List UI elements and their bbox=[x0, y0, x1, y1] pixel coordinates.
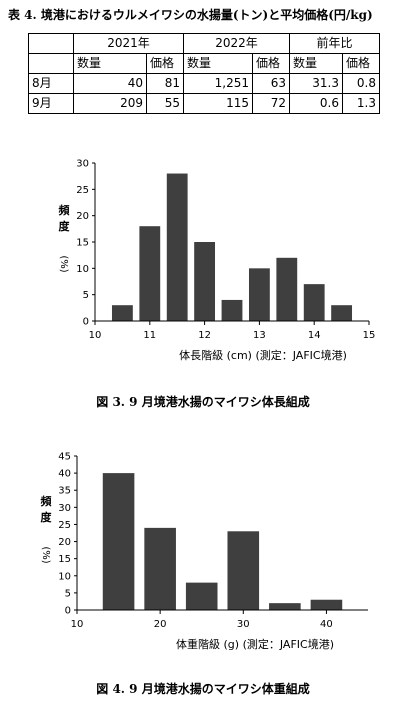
table-title: 表 4. 境港におけるウルメイワシの水揚量(トン)と平均価格(円/kg) bbox=[8, 8, 373, 22]
sub-header-price-2022: 価格 bbox=[252, 53, 290, 74]
x-tick-label: 10 bbox=[89, 330, 102, 341]
bar bbox=[227, 531, 260, 610]
table-sub-corner-cell bbox=[28, 53, 74, 74]
x-tick-label: 30 bbox=[237, 619, 250, 630]
bar bbox=[144, 527, 176, 610]
row-label: 8月 bbox=[28, 73, 74, 94]
sub-header-price-ratio: 価格 bbox=[342, 53, 380, 74]
table-cell: 1.3 bbox=[342, 93, 380, 114]
bar bbox=[221, 299, 243, 321]
y-axis-unit: (%) bbox=[40, 546, 51, 563]
bar bbox=[303, 284, 325, 321]
y-tick-label: 25 bbox=[58, 520, 71, 531]
y-tick-label: 30 bbox=[76, 159, 89, 170]
y-tick-label: 0 bbox=[65, 606, 71, 617]
table-cell: 72 bbox=[252, 93, 290, 114]
y-tick-label: 5 bbox=[83, 290, 89, 301]
bar bbox=[185, 582, 218, 610]
y-tick-label: 0 bbox=[83, 317, 89, 328]
table-cell: 31.3 bbox=[289, 73, 343, 94]
bar bbox=[102, 473, 135, 610]
x-tick-label: 14 bbox=[308, 330, 321, 341]
bar bbox=[111, 305, 133, 321]
length-histogram-chart: 0 5 10 15 20 25 30 10 11 12 13 14 15 頻度 (%) 体長階級 (cm) (… bbox=[58, 159, 376, 363]
y-tick-label: 20 bbox=[58, 537, 71, 548]
x-tick-label: 12 bbox=[198, 330, 211, 341]
table-cell: 115 bbox=[183, 93, 253, 114]
table-cell: 0.6 bbox=[289, 93, 343, 114]
group-header-2022: 2022年 bbox=[183, 33, 290, 54]
table-row: 9月 209 55 115 72 0.6 1.3 bbox=[28, 93, 380, 114]
group-header-2021: 2021年 bbox=[73, 33, 184, 54]
sub-header-qty-ratio: 数量 bbox=[289, 53, 343, 74]
x-tick-label: 15 bbox=[363, 330, 376, 341]
group-header-ratio: 前年比 bbox=[289, 33, 380, 54]
x-axis-label: 体重階級 (g) (測定：JAFIC境港) bbox=[176, 637, 334, 651]
table-sub-header-row: 数量 価格 数量 価格 数量 価格 bbox=[28, 53, 380, 74]
weight-histogram-chart: 0 5 10 15 20 25 30 35 40 45 10 20 30 40 頻度 (%) 体重階級 (g) … bbox=[40, 452, 368, 651]
catch-price-table: 2021年 2022年 前年比 数量 価格 数量 価格 数量 価格 8月 40 … bbox=[28, 33, 380, 114]
y-axis-unit: (%) bbox=[58, 255, 69, 272]
table-group-header-row: 2021年 2022年 前年比 bbox=[28, 33, 380, 54]
x-axis-label: 体長階級 (cm) (測定：JAFIC境港) bbox=[179, 348, 347, 362]
x-tick-label: 11 bbox=[143, 330, 156, 341]
row-label: 9月 bbox=[28, 93, 74, 114]
x-tick-label: 13 bbox=[253, 330, 266, 341]
x-tick-label: 10 bbox=[71, 619, 84, 630]
y-tick-label: 15 bbox=[58, 554, 71, 565]
table-cell: 63 bbox=[252, 73, 290, 94]
y-tick-label: 20 bbox=[76, 211, 89, 222]
bar bbox=[276, 257, 298, 321]
bar bbox=[331, 305, 353, 321]
table-cell: 81 bbox=[146, 73, 184, 94]
y-tick-label: 40 bbox=[58, 469, 71, 480]
bar bbox=[310, 599, 343, 610]
y-tick-label: 10 bbox=[76, 264, 89, 275]
bar bbox=[194, 242, 216, 321]
table-cell: 1,251 bbox=[183, 73, 253, 94]
y-axis-label: 度 bbox=[59, 219, 71, 233]
x-tick-label: 40 bbox=[320, 619, 333, 630]
figure-3-caption: 図 3. 9 月境港水揚のマイワシ体長組成 bbox=[96, 395, 310, 409]
y-tick-label: 25 bbox=[76, 185, 89, 196]
y-tick-label: 45 bbox=[58, 452, 71, 463]
y-axis-label: 頻 bbox=[59, 203, 70, 217]
table-row: 8月 40 81 1,251 63 31.3 0.8 bbox=[28, 73, 380, 94]
y-tick-label: 5 bbox=[65, 588, 71, 599]
sub-header-price-2021: 価格 bbox=[146, 53, 184, 74]
bar bbox=[139, 226, 161, 321]
bar bbox=[248, 268, 270, 321]
table-cell: 40 bbox=[73, 73, 147, 94]
bar bbox=[269, 603, 301, 610]
table-cell: 55 bbox=[146, 93, 184, 114]
bar bbox=[166, 173, 188, 321]
table-corner-cell bbox=[28, 33, 74, 54]
table-cell: 0.8 bbox=[342, 73, 380, 94]
sub-header-qty-2022: 数量 bbox=[183, 53, 253, 74]
figure-4-caption: 図 4. 9 月境港水揚のマイワシ体重組成 bbox=[96, 682, 310, 696]
table-cell: 209 bbox=[73, 93, 147, 114]
y-tick-label: 35 bbox=[58, 486, 71, 497]
y-axis-label: 度 bbox=[41, 510, 53, 524]
y-tick-label: 10 bbox=[58, 571, 71, 582]
y-tick-label: 30 bbox=[58, 503, 71, 514]
x-tick-label: 20 bbox=[154, 619, 167, 630]
y-axis-label: 頻 bbox=[41, 494, 52, 508]
y-tick-label: 15 bbox=[76, 238, 89, 249]
sub-header-qty-2021: 数量 bbox=[73, 53, 147, 74]
